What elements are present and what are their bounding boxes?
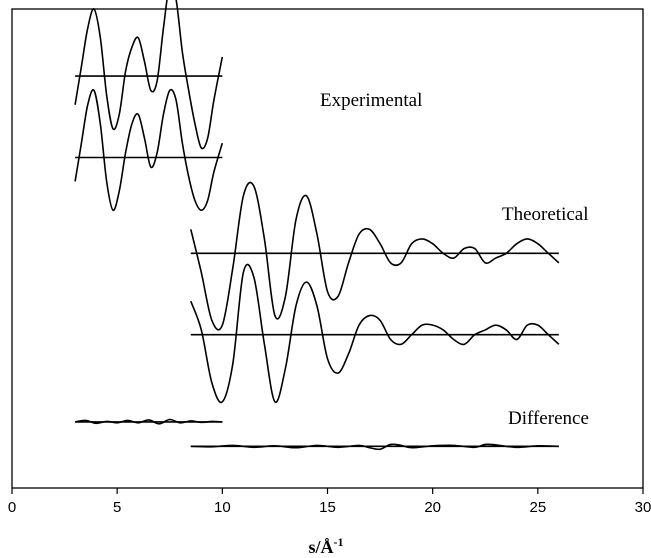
x-tick-label: 0 — [8, 499, 16, 516]
x-tick-label: 30 — [635, 499, 651, 516]
x-axis-label-main: s/Å — [308, 537, 333, 557]
x-axis-tick-labels: 0 5 10 15 20 25 30 — [8, 499, 651, 516]
annotation-experimental: Experimental — [320, 90, 422, 111]
x-axis-label-superscript: -1 — [334, 535, 344, 549]
series-line — [74, 88, 224, 212]
series-line — [190, 443, 559, 451]
x-tick-label: 5 — [113, 499, 121, 516]
x-tick-label: 10 — [214, 499, 231, 516]
series-line — [190, 181, 560, 331]
x-tick-label: 25 — [529, 499, 546, 516]
x-axis-ticks — [11, 488, 644, 494]
series-line — [74, 0, 224, 150]
x-axis-label: s/Å-1 — [308, 535, 343, 557]
annotation-theoretical: Theoretical — [502, 204, 589, 225]
series-curves — [74, 0, 560, 451]
x-tick-label: 20 — [424, 499, 441, 516]
series-line — [74, 418, 223, 425]
series-line — [190, 263, 560, 404]
annotation-difference: Difference — [508, 408, 589, 429]
x-tick-label: 15 — [319, 499, 336, 516]
